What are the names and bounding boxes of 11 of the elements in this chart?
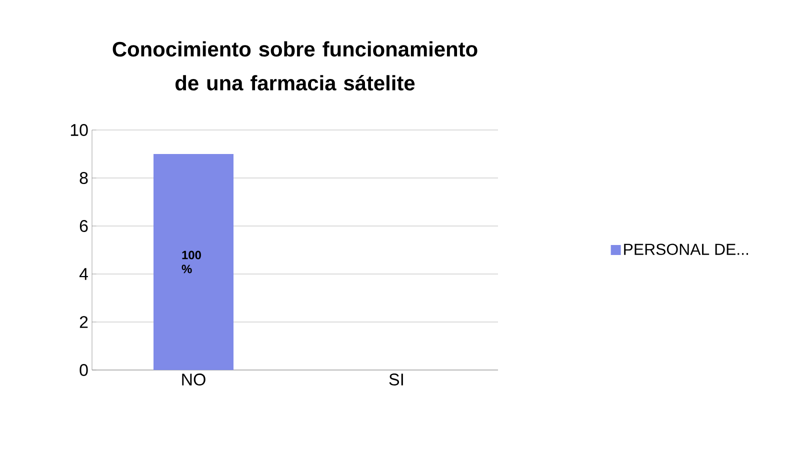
y-tick-label: 6: [80, 220, 88, 232]
x-tick-label: NO: [182, 374, 206, 386]
y-tick-label: 10: [70, 124, 88, 136]
legend-label: PERSONAL DE...: [624, 244, 748, 255]
y-tick-label: 4: [79, 268, 88, 280]
annotation: 100 %: [182, 250, 201, 274]
y-tick-label: 0: [80, 364, 88, 376]
y-tick-label: 8: [80, 172, 88, 184]
y-tick-label: 2: [80, 316, 88, 328]
chart-title: Conocimiento sobre funcionamiento de una farmacia sátelite: [112, 41, 478, 90]
x-tick-label: SI: [389, 374, 403, 386]
